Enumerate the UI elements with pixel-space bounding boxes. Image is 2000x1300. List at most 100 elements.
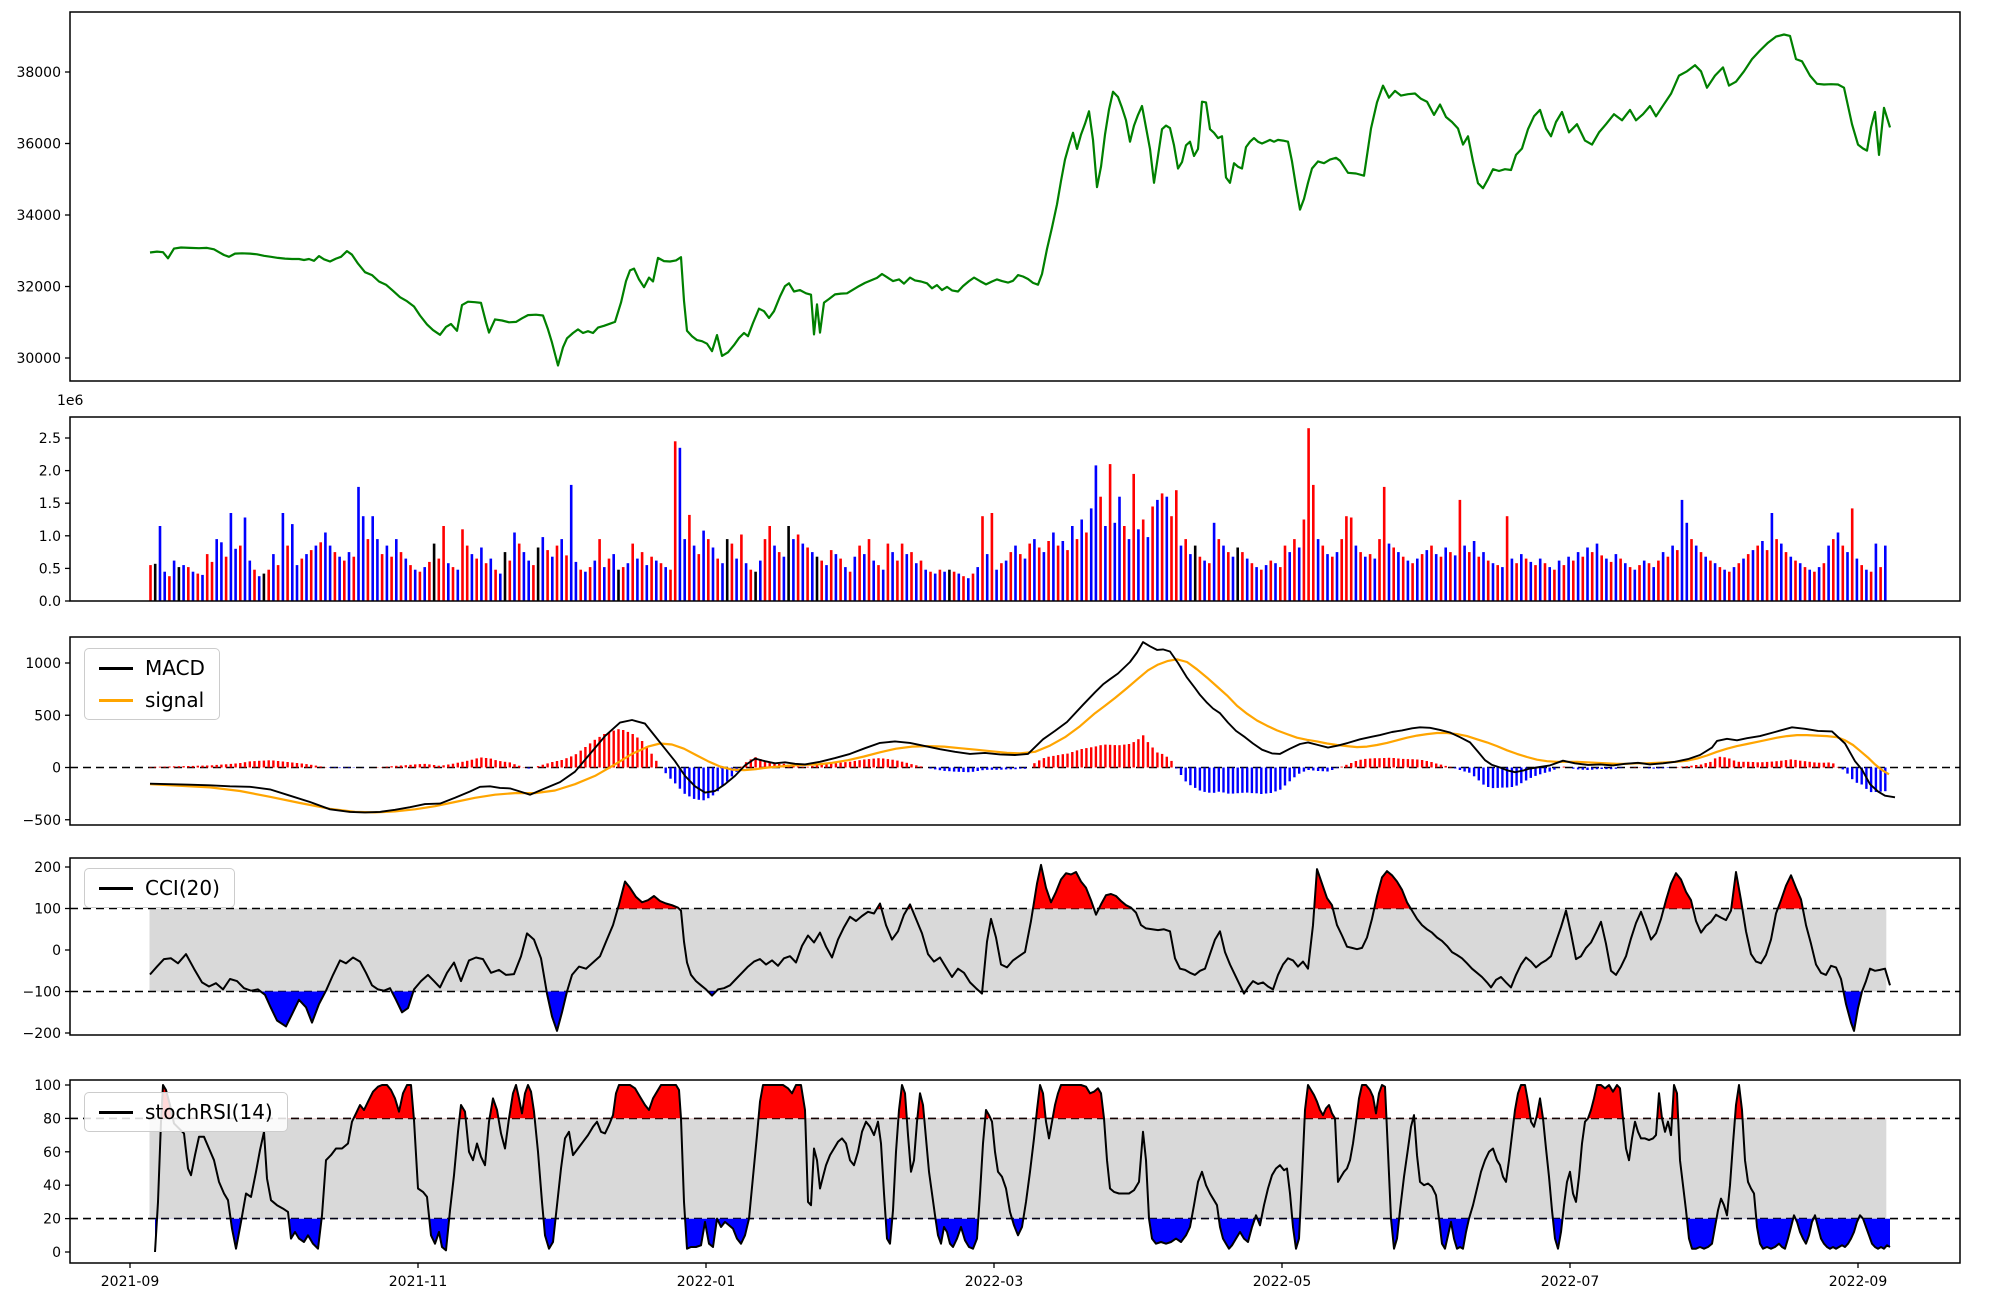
volume-bar bbox=[1080, 519, 1083, 601]
price-ytick-label: 36000 bbox=[16, 137, 61, 153]
volume-bar bbox=[1004, 560, 1008, 601]
volume-bar bbox=[1146, 537, 1150, 601]
volume-bar bbox=[1406, 560, 1410, 601]
macd-hist-bar bbox=[702, 767, 705, 801]
volume-bar bbox=[910, 552, 913, 601]
volume-bar bbox=[210, 561, 214, 601]
macd-hist-bar bbox=[1004, 767, 1008, 770]
volume-bar bbox=[1657, 560, 1660, 601]
volume-bar bbox=[1175, 490, 1178, 601]
macd-hist-bar bbox=[584, 747, 587, 768]
macd-hist-bar bbox=[1392, 758, 1395, 768]
volume-bar bbox=[272, 554, 275, 601]
volume-bar bbox=[749, 569, 753, 601]
volume-bar bbox=[461, 529, 464, 601]
volume-bar bbox=[1411, 563, 1414, 601]
volume-bar bbox=[376, 539, 379, 601]
volume-bar bbox=[801, 543, 805, 601]
volume-bar bbox=[1567, 556, 1570, 601]
volume-bar bbox=[1023, 558, 1027, 601]
macd-hist-bar bbox=[1264, 767, 1268, 794]
macd-hist-bar bbox=[759, 759, 762, 768]
volume-ytick-label: 2.5 bbox=[39, 431, 61, 447]
volume-bar bbox=[229, 513, 233, 601]
macd-hist-bar bbox=[1813, 762, 1816, 768]
macd-hist-bar bbox=[1657, 767, 1660, 769]
macd-hist-bar bbox=[1104, 744, 1107, 768]
macd-hist-bar bbox=[1033, 763, 1036, 768]
macd-hist-bar bbox=[1189, 767, 1192, 786]
macd-hist-bar bbox=[494, 760, 497, 768]
volume-bar bbox=[546, 550, 549, 601]
macd-hist-bar bbox=[773, 763, 776, 768]
macd-hist-bar bbox=[451, 763, 455, 768]
volume-bar bbox=[1642, 560, 1646, 601]
volume-bar bbox=[1661, 552, 1665, 601]
volume-bar bbox=[555, 545, 559, 601]
volume-bar bbox=[1345, 516, 1348, 601]
macd-hist-bar bbox=[1212, 767, 1216, 793]
volume-bar bbox=[1803, 567, 1807, 601]
macd-hist-bar bbox=[385, 766, 389, 768]
volume-bar bbox=[371, 516, 374, 601]
macd-hist-bar bbox=[981, 767, 984, 771]
cci-line bbox=[149, 863, 1891, 1032]
volume-bar bbox=[900, 543, 904, 601]
legend-item-signal: signal bbox=[99, 688, 205, 712]
volume-bar bbox=[1468, 552, 1471, 601]
macd-hist-bar bbox=[201, 765, 204, 768]
macd-hist-bar bbox=[390, 766, 393, 768]
macd-hist-bar bbox=[938, 767, 942, 771]
volume-bar bbox=[881, 569, 885, 601]
volume-bar bbox=[744, 563, 748, 601]
macd-hist-bar bbox=[215, 764, 218, 768]
volume-bar bbox=[1817, 567, 1821, 601]
macd-hist-bar bbox=[1784, 760, 1788, 768]
volume-bar bbox=[1165, 496, 1169, 601]
macd-hist-bar bbox=[328, 767, 332, 768]
volume-bar bbox=[735, 558, 738, 601]
macd-hist-bar bbox=[196, 765, 199, 768]
volume-bar bbox=[551, 556, 554, 601]
volume-bar bbox=[839, 558, 842, 601]
macd-hist-bar bbox=[258, 760, 261, 768]
macd-legend: MACD signal bbox=[84, 648, 220, 720]
volume-ytick-label: 0.5 bbox=[39, 561, 61, 577]
macd-hist-bar bbox=[1737, 761, 1740, 768]
macd-hist-bar bbox=[508, 762, 511, 768]
volume-bar bbox=[1765, 550, 1769, 601]
macd-hist-bar bbox=[1539, 767, 1542, 775]
volume-bar bbox=[626, 563, 630, 601]
macd-hist-bar bbox=[1454, 767, 1457, 769]
macd-hist-bar bbox=[877, 758, 880, 768]
macd-hist-bar bbox=[347, 767, 351, 769]
volume-bar bbox=[399, 552, 403, 601]
macd-hist-bar bbox=[1614, 767, 1618, 769]
volume-bar bbox=[1066, 550, 1069, 601]
macd-hist-bar bbox=[957, 767, 960, 772]
xtick-label: 2022-07 bbox=[1541, 1274, 1600, 1290]
stochrsi-ytick-label: 0 bbox=[52, 1245, 61, 1261]
macd-hist-bar bbox=[1094, 746, 1098, 768]
signal-line-swatch bbox=[99, 698, 133, 702]
cci-band bbox=[149, 908, 1887, 992]
macd-hist-bar bbox=[1080, 749, 1083, 768]
volume-bar bbox=[1071, 526, 1074, 601]
volume-bar bbox=[1827, 545, 1830, 601]
volume-bar bbox=[1472, 541, 1476, 601]
volume-bar bbox=[1075, 539, 1079, 601]
volume-bar bbox=[669, 569, 672, 601]
volume-bar bbox=[598, 539, 601, 601]
volume-bar bbox=[773, 545, 776, 601]
macd-hist-bar bbox=[806, 766, 809, 768]
volume-bar bbox=[673, 441, 677, 601]
volume-bar bbox=[1798, 563, 1802, 601]
volume-bar bbox=[1444, 547, 1447, 601]
macd-hist-bar bbox=[820, 764, 823, 768]
macd-hist-bar bbox=[1350, 763, 1353, 768]
volume-bar bbox=[1590, 552, 1594, 601]
macd-hist-bar bbox=[948, 767, 951, 772]
volume-bar bbox=[1761, 541, 1764, 601]
macd-hist-bar bbox=[466, 760, 469, 768]
